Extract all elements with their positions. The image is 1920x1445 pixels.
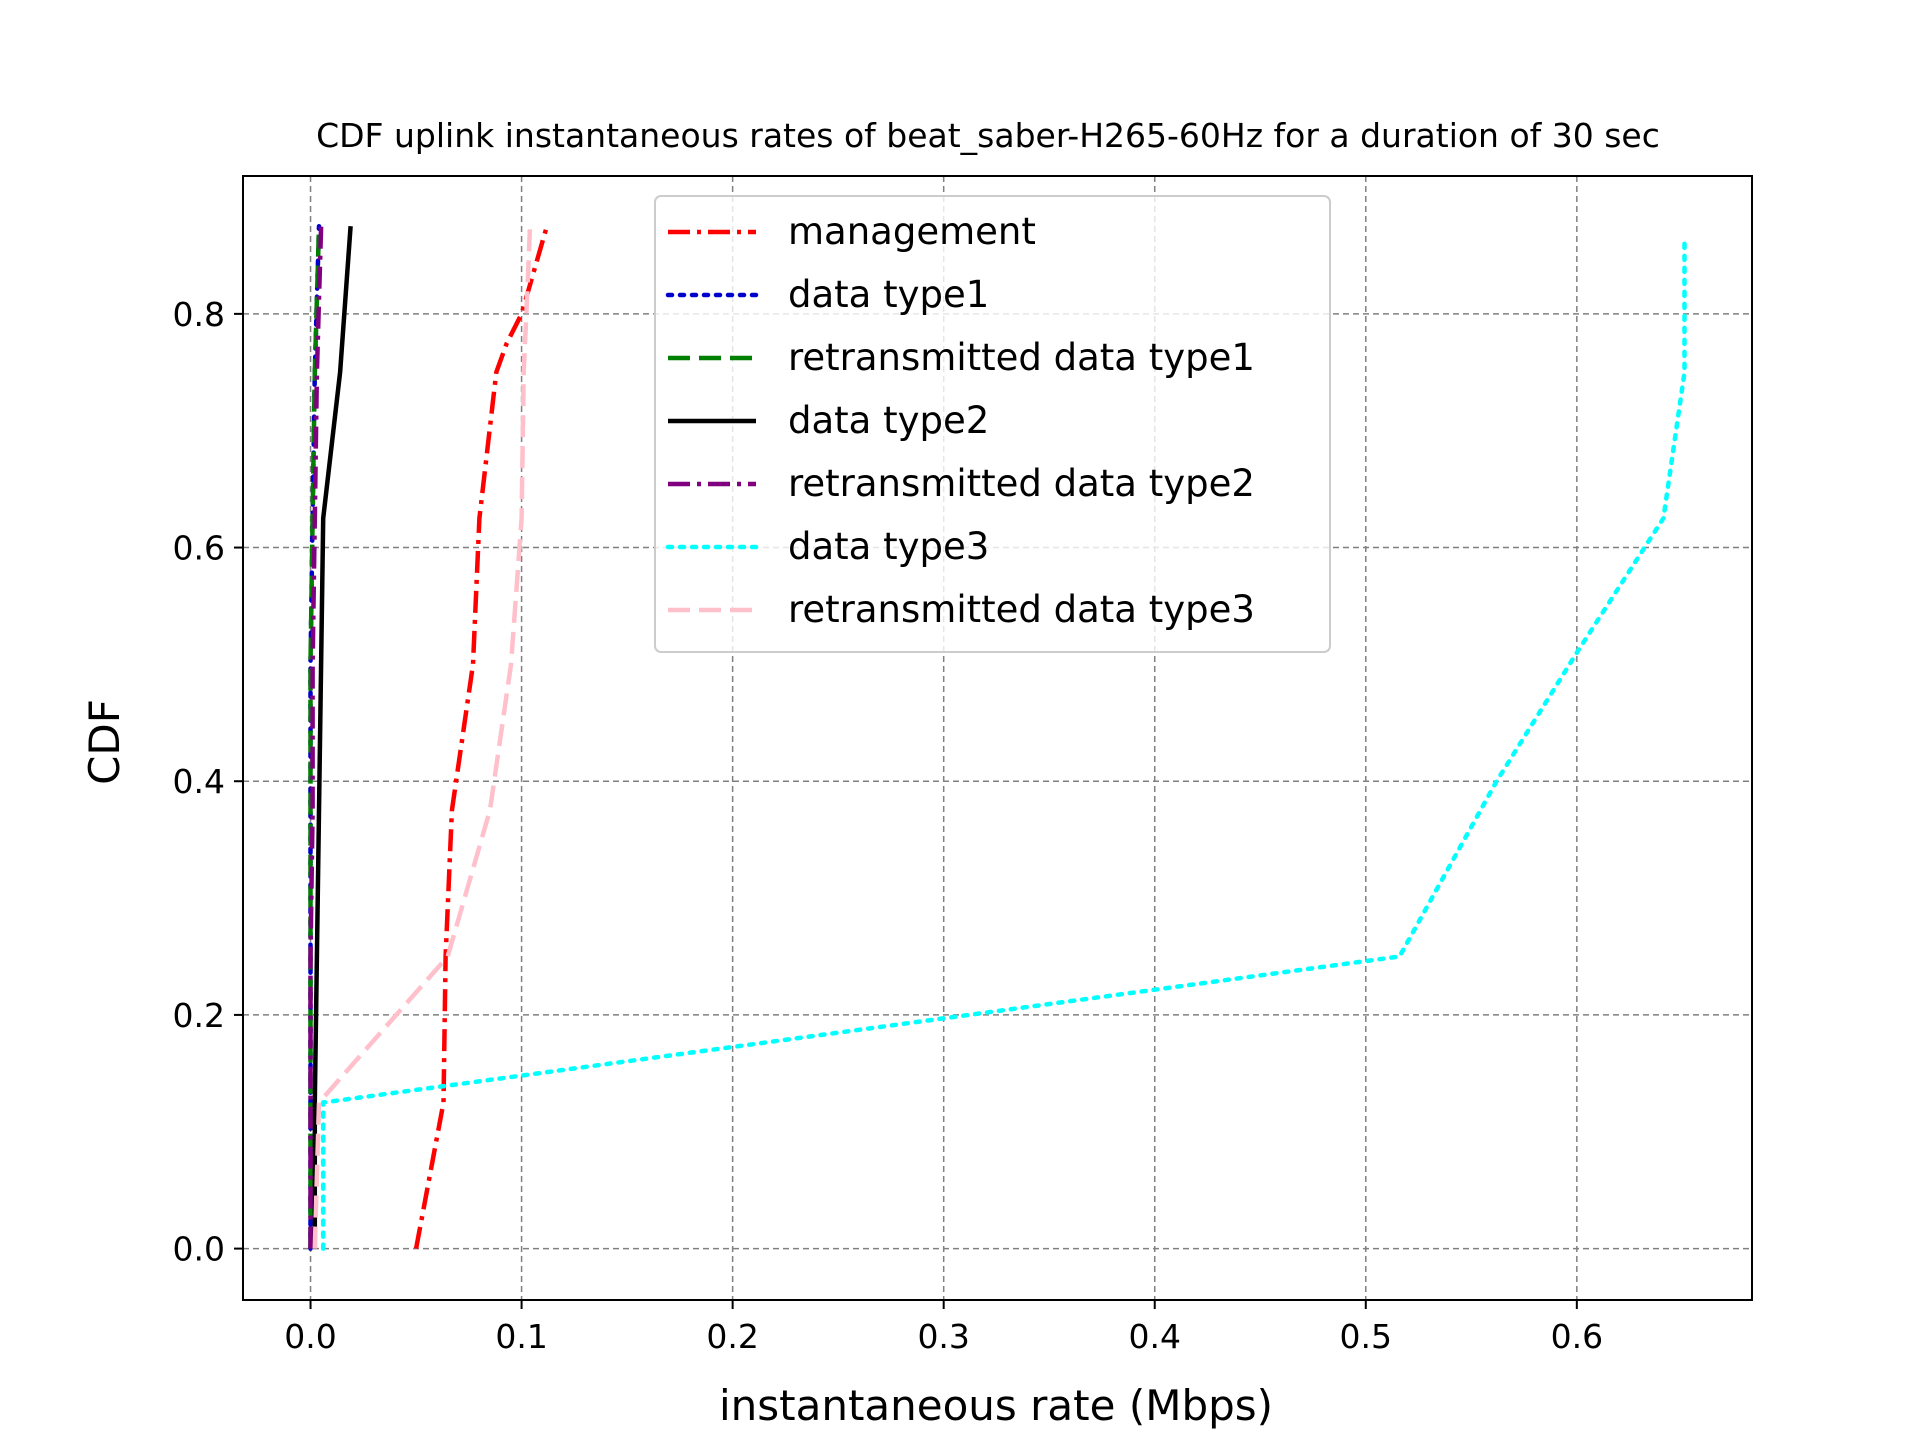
series-line-6 xyxy=(312,226,533,1249)
series-layer xyxy=(308,223,1687,1251)
x-axis-label: instantaneous rate (Mbps) xyxy=(719,1381,1273,1430)
legend: management data type1 retransmitted data t… xyxy=(654,195,1331,653)
legend-label: data type2 xyxy=(788,399,989,442)
legend-box xyxy=(654,195,1331,653)
y-tick-label: 0.6 xyxy=(173,529,225,568)
y-tick-label: 0.2 xyxy=(173,996,225,1035)
plot-frame xyxy=(242,175,1753,1301)
x-tick-label: 0.6 xyxy=(1551,1317,1603,1356)
legend-label: data type3 xyxy=(788,525,989,568)
y-tick-label: 0.4 xyxy=(173,762,225,801)
chart-title: CDF uplink instantaneous rates of beat_s… xyxy=(316,116,1660,155)
x-tick-label: 0.2 xyxy=(706,1317,758,1356)
x-tick-label: 0.5 xyxy=(1340,1317,1392,1356)
y-tick-label: 0.8 xyxy=(173,295,225,334)
x-tick-label: 0.0 xyxy=(284,1317,336,1356)
ticks: 0.0 0.1 0.2 0.3 0.4 0.5 0.6 0.0 0.2 0.4 0.6 0.8 xyxy=(173,295,1604,1356)
x-tick-label: 0.4 xyxy=(1128,1317,1180,1356)
x-tick-label: 0.3 xyxy=(917,1317,969,1356)
series-line-5 xyxy=(320,235,1687,1251)
legend-label: management xyxy=(788,210,1036,253)
series-line-3 xyxy=(312,226,353,1249)
y-tick-label: 0.0 xyxy=(173,1230,225,1269)
legend-label: retransmitted data type1 xyxy=(788,336,1255,379)
series-line-4 xyxy=(308,226,324,1249)
legend-label: retransmitted data type2 xyxy=(788,462,1255,505)
y-axis-label: CDF xyxy=(80,699,129,785)
legend-label: retransmitted data type3 xyxy=(788,588,1255,631)
x-tick-label: 0.1 xyxy=(495,1317,547,1356)
legend-label: data type1 xyxy=(788,273,989,316)
series-line-0 xyxy=(413,225,550,1250)
